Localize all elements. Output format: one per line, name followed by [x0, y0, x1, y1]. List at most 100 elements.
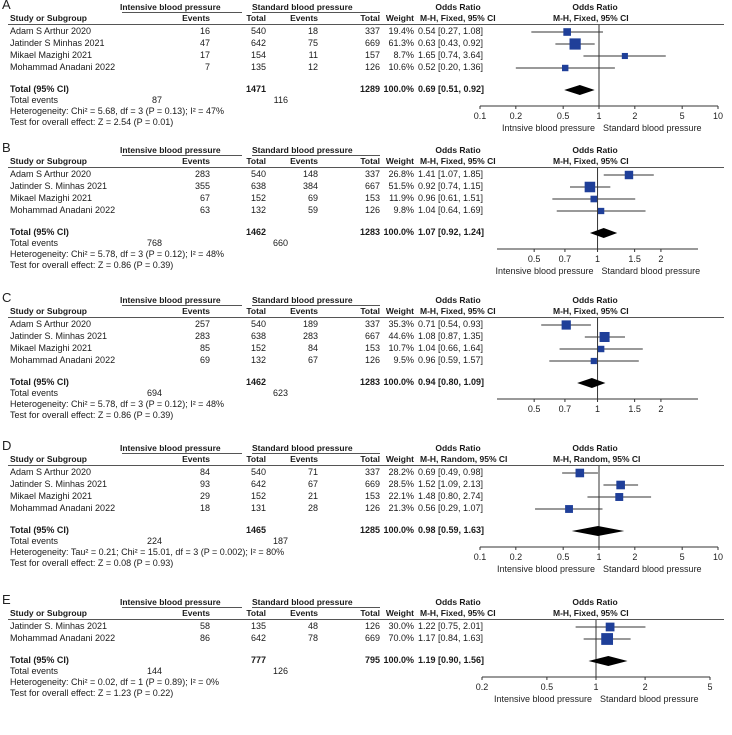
- standard-total: 153: [364, 491, 380, 501]
- column-header-total: Total: [246, 608, 266, 618]
- standard-events: 71: [307, 467, 318, 477]
- study-weight: 21.3%: [388, 503, 414, 513]
- header-rule: [252, 305, 380, 306]
- study-or-ci: 0.54 [0.27, 1.08]: [418, 26, 484, 36]
- header-rule: [122, 155, 242, 156]
- total-weight: 100.0%: [383, 655, 414, 665]
- study-or-ci: 1.17 [0.84, 1.63]: [418, 633, 484, 643]
- study-effect-marker: [615, 493, 624, 501]
- column-header-events: Events: [290, 306, 318, 316]
- total-events-label: Total events: [10, 95, 59, 105]
- intensive-total: 152: [250, 343, 266, 353]
- column-header-total: Total: [246, 306, 266, 316]
- x-tick-label: 2: [632, 111, 637, 121]
- header-rule: [122, 12, 242, 13]
- column-header-study: Study or Subgroup: [10, 608, 87, 618]
- x-tick-label: 1: [595, 254, 600, 264]
- intensive-total: 152: [250, 193, 266, 203]
- study-name: Jatinder S. Minhas 2021: [10, 331, 108, 341]
- group-header-standard: Standard blood pressure: [252, 145, 353, 155]
- group-header-or-plot: Odds Ratio: [572, 443, 618, 453]
- standard-total: 669: [364, 633, 380, 643]
- study-name: Mohammad Anadani 2022: [10, 205, 116, 215]
- panel-letter: D: [2, 438, 12, 453]
- study-weight: 10.6%: [388, 62, 414, 72]
- total-standard: 1289: [359, 84, 380, 94]
- favours-intensive-label: Intnsive blood pressure: [502, 123, 595, 133]
- overall-effect-text: Test for overall effect: Z = 0.08 (P = 0…: [10, 558, 174, 568]
- column-header-study: Study or Subgroup: [10, 13, 87, 23]
- forest-panel-e: E Intensive blood pressure Standard blood …: [0, 592, 732, 733]
- study-effect-marker: [590, 357, 597, 365]
- study-weight: 30.0%: [388, 621, 414, 631]
- intensive-total: 135: [250, 621, 266, 631]
- study-name: Adam S Arthur 2020: [10, 169, 92, 179]
- intensive-total: 540: [250, 169, 266, 179]
- intensive-events: 67: [199, 193, 210, 203]
- total-or-ci: 1.07 [0.92, 1.24]: [418, 227, 485, 237]
- standard-events: 11: [308, 50, 318, 60]
- plot-header-method: M-H, Fixed, 95% CI: [553, 608, 629, 618]
- favours-standard-label: Standard blood pressure: [603, 123, 702, 133]
- column-header-events: Events: [290, 156, 318, 166]
- study-name: Adam S Arthur 2020: [10, 26, 92, 36]
- intensive-events: 58: [199, 621, 210, 631]
- standard-total: 153: [364, 193, 380, 203]
- intensive-events: 17: [199, 50, 210, 60]
- standard-events: 148: [302, 169, 318, 179]
- group-header-or: Odds Ratio: [435, 145, 481, 155]
- total-events-label: Total events: [10, 238, 59, 248]
- intensive-events: 47: [199, 38, 210, 48]
- study-or-ci: 1.08 [0.87, 1.35]: [418, 331, 484, 341]
- study-name: Mikael Mazighi 2021: [10, 193, 93, 203]
- total-weight: 100.0%: [383, 377, 414, 387]
- header-rule: [122, 453, 242, 454]
- total-label: Total (95% CI): [10, 227, 69, 237]
- group-header-intensive: Intensive blood pressure: [120, 145, 221, 155]
- standard-events: 283: [302, 331, 318, 341]
- study-weight: 22.1%: [388, 491, 414, 501]
- intensive-total: 154: [250, 50, 266, 60]
- intensive-events: 283: [194, 169, 210, 179]
- total-events-label: Total events: [10, 666, 59, 676]
- study-weight: 51.5%: [388, 181, 414, 191]
- x-tick-label: 10: [713, 111, 723, 121]
- total-standard: 1283: [359, 377, 380, 387]
- standard-total: 126: [364, 62, 380, 72]
- column-header-total: Total: [246, 156, 266, 166]
- column-header-total: Total: [360, 156, 380, 166]
- total-label: Total (95% CI): [10, 377, 69, 387]
- study-name: Jatinder S. Minhas 2021: [10, 479, 108, 489]
- study-name: Mohammad Anadani 2022: [10, 62, 116, 72]
- study-effect-marker: [590, 195, 598, 203]
- column-header-study: Study or Subgroup: [10, 454, 87, 464]
- study-weight: 28.5%: [388, 479, 414, 489]
- study-or-ci: 1.52 [1.09, 2.13]: [418, 479, 484, 489]
- intensive-total: 638: [250, 181, 266, 191]
- favours-standard-label: Standard blood pressure: [600, 694, 699, 704]
- forest-plot-area: 0.1 0.2 0.5 1 2 5 10 Intnsive blood pressure Sta…: [474, 25, 723, 133]
- group-header-or-plot: Odds Ratio: [572, 145, 618, 155]
- intensive-total: 638: [250, 331, 266, 341]
- intensive-total: 135: [250, 62, 266, 72]
- standard-total: 126: [364, 355, 380, 365]
- intensive-events: 355: [194, 181, 210, 191]
- intensive-events: 283: [194, 331, 210, 341]
- header-rule: [122, 607, 242, 608]
- intensive-total: 642: [250, 38, 266, 48]
- pooled-effect-diamond: [589, 228, 618, 238]
- x-tick-label: 0.2: [510, 111, 523, 121]
- intensive-events: 69: [199, 355, 210, 365]
- column-header-study: Study or Subgroup: [10, 156, 87, 166]
- study-weight: 8.7%: [393, 50, 414, 60]
- x-tick-label: 0.1: [474, 111, 487, 121]
- standard-total: 126: [364, 621, 380, 631]
- standard-total: 669: [364, 479, 380, 489]
- column-header-events: Events: [182, 608, 210, 618]
- plot-header-method: M-H, Fixed, 95% CI: [553, 306, 629, 316]
- group-header-or-plot: Odds Ratio: [572, 597, 618, 607]
- plot-header-method: M-H, Fixed, 95% CI: [553, 13, 629, 23]
- column-header-weight: Weight: [385, 306, 414, 316]
- standard-total: 667: [364, 331, 380, 341]
- standard-events: 18: [307, 26, 318, 36]
